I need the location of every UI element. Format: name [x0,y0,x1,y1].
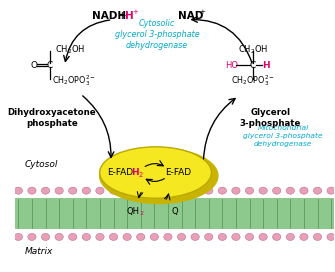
Circle shape [69,187,77,194]
Circle shape [28,233,36,240]
Text: O: O [31,61,38,70]
Circle shape [327,233,335,240]
Circle shape [55,233,63,240]
Text: C: C [250,61,256,70]
Circle shape [96,187,104,194]
Circle shape [191,233,199,240]
Circle shape [110,233,118,240]
Ellipse shape [99,147,219,204]
Text: Dihydroxyacetone
phosphate: Dihydroxyacetone phosphate [8,108,96,128]
Circle shape [273,187,281,194]
Circle shape [137,187,145,194]
Text: 2: 2 [140,211,143,217]
Circle shape [300,233,308,240]
Text: +: + [118,11,130,21]
Text: Cytosolic
glycerol 3-phosphate
dehydrogenase: Cytosolic glycerol 3-phosphate dehydroge… [115,18,199,51]
Circle shape [218,233,226,240]
Circle shape [137,233,145,240]
Circle shape [177,187,186,194]
Circle shape [14,187,22,194]
Text: Glycerol
3-phosphate: Glycerol 3-phosphate [240,108,301,128]
Circle shape [150,233,158,240]
Circle shape [14,233,22,240]
Text: CH$_2$OPO$_3^{2-}$: CH$_2$OPO$_3^{2-}$ [52,73,95,88]
Text: HO: HO [225,61,238,70]
Text: +: + [199,9,205,15]
Text: +: + [132,9,138,15]
Circle shape [232,233,240,240]
Circle shape [205,187,213,194]
Text: CH$_2$OH: CH$_2$OH [55,43,85,56]
Circle shape [177,233,186,240]
Circle shape [300,187,308,194]
Circle shape [82,187,90,194]
Circle shape [123,233,131,240]
Bar [15,198,334,229]
Circle shape [313,187,322,194]
Circle shape [286,187,294,194]
Circle shape [313,233,322,240]
Text: QH: QH [126,207,139,216]
Text: H: H [131,168,139,177]
Circle shape [273,233,281,240]
Text: E-FAD: E-FAD [108,168,134,177]
Text: CH$_2$OPO$_3^{2-}$: CH$_2$OPO$_3^{2-}$ [231,73,275,88]
Circle shape [150,187,158,194]
Circle shape [232,187,240,194]
Circle shape [245,187,254,194]
Text: Mitochondrial
glycerol 3-phosphate
dehydrogenase: Mitochondrial glycerol 3-phosphate dehyd… [244,125,323,147]
Text: Cytosol: Cytosol [25,160,58,169]
Text: E-FAD: E-FAD [165,168,191,177]
Text: NAD: NAD [178,11,203,21]
Text: CH$_2$OH: CH$_2$OH [238,43,268,56]
Text: H: H [125,11,134,21]
Circle shape [96,233,104,240]
Circle shape [82,233,90,240]
Circle shape [205,233,213,240]
Circle shape [218,187,226,194]
Text: Matrix: Matrix [25,247,53,256]
Circle shape [191,187,199,194]
Text: Q: Q [172,207,178,216]
Ellipse shape [100,147,211,198]
Text: H: H [262,61,269,70]
Circle shape [164,233,172,240]
Circle shape [164,187,172,194]
Text: 2: 2 [138,172,142,178]
Circle shape [259,233,267,240]
Circle shape [245,233,254,240]
Circle shape [55,187,63,194]
Circle shape [69,233,77,240]
Circle shape [42,187,50,194]
Circle shape [123,187,131,194]
Circle shape [259,187,267,194]
Circle shape [110,187,118,194]
Circle shape [42,233,50,240]
Circle shape [286,233,294,240]
Circle shape [28,187,36,194]
Text: NADH: NADH [92,11,126,21]
Circle shape [327,187,335,194]
Text: C: C [47,61,53,70]
